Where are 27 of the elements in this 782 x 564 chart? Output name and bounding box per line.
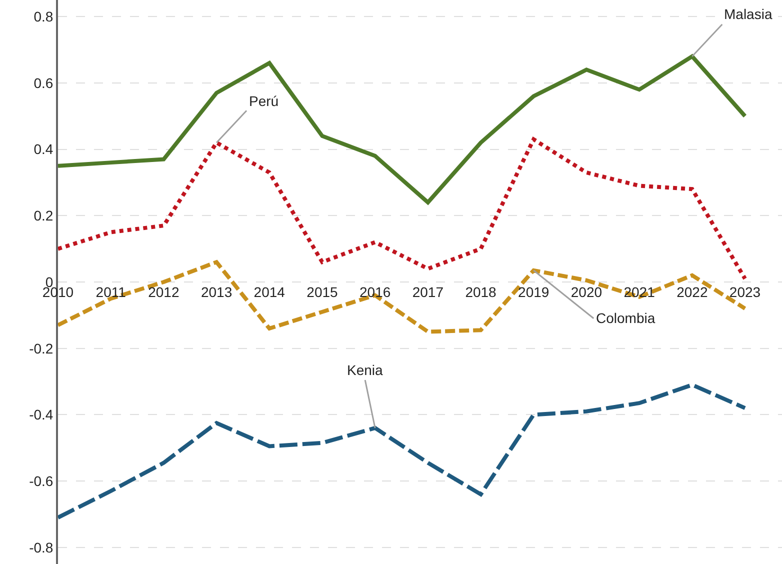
- y-tick-label: 0.8: [34, 8, 54, 24]
- x-tick-label: 2012: [148, 284, 180, 300]
- x-tick-label: 2013: [200, 284, 232, 300]
- text: Kenia: [347, 362, 384, 378]
- x-tick-label: 2011: [96, 284, 126, 300]
- x-tick-label: 2016: [360, 284, 391, 300]
- x-tick-label: 2022: [676, 284, 708, 300]
- text: Perú: [249, 93, 279, 109]
- y-tick-label: -0.8: [29, 539, 54, 556]
- text: Malasia: [724, 6, 772, 22]
- series-label: Colombia: [596, 310, 656, 326]
- y-tick-label: 0.4: [34, 141, 54, 158]
- y-tick-label: 0.2: [34, 208, 54, 224]
- x-tick-label: 2018: [465, 284, 497, 300]
- line-series: [58, 54, 748, 204]
- x-tick-label: 2020: [570, 284, 602, 300]
- y-tick-label: -0.6: [29, 472, 54, 489]
- x-tick-label: 2014: [254, 284, 286, 300]
- y-tick-label: -0.4: [29, 406, 54, 423]
- line-series: [58, 137, 748, 281]
- x-tick-label: 2015: [306, 284, 338, 300]
- line-series: [58, 382, 748, 520]
- y-tick-label: 0.6: [34, 74, 54, 91]
- x-tick-label: 2017: [412, 284, 444, 300]
- x-tick-label: 2023: [729, 284, 761, 300]
- x-tick-label: 2019: [518, 284, 550, 300]
- y-tick-label: -0.2: [29, 340, 54, 356]
